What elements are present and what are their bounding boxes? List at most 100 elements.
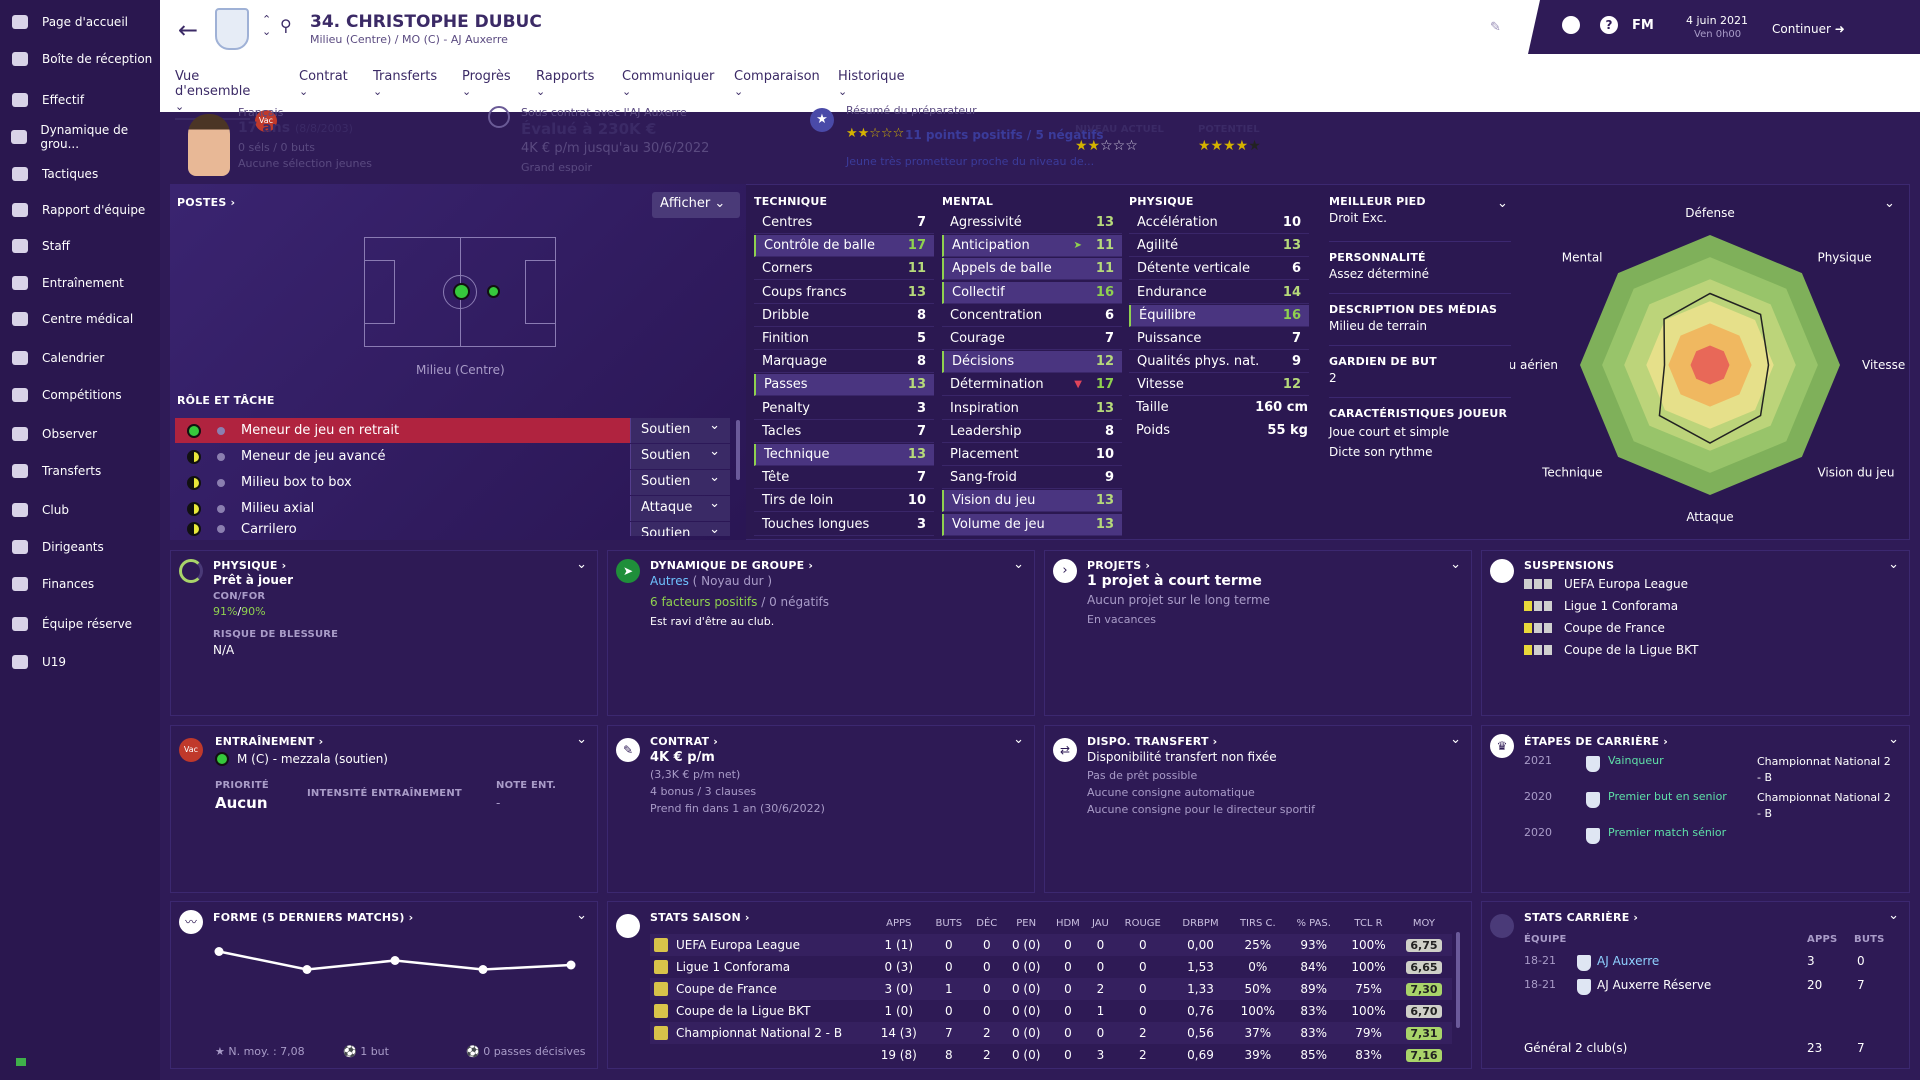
tab[interactable]: Communiquer: [622, 69, 714, 99]
tab[interactable]: Historique: [838, 69, 905, 99]
attribute-row[interactable]: Endurance 14: [1129, 282, 1309, 304]
duty-dropdown[interactable]: Soutien: [630, 418, 730, 443]
expand-icon[interactable]: ⌄: [576, 908, 587, 923]
attribute-row[interactable]: Collectif 16: [942, 281, 1122, 304]
career-title[interactable]: ÉTAPES DE CARRIÈRE ›: [1524, 735, 1668, 748]
attribute-row[interactable]: Vitesse 12: [1129, 374, 1309, 397]
attribute-row[interactable]: Corners 11: [754, 258, 934, 281]
expand-icon[interactable]: ⌄: [1888, 557, 1899, 572]
roles-scrollbar[interactable]: [736, 420, 740, 480]
expand-icon[interactable]: ⌄: [1888, 732, 1899, 747]
nav-item[interactable]: Effectif: [0, 84, 160, 116]
form-point[interactable]: [214, 947, 224, 956]
attribute-row[interactable]: Finition 5: [754, 328, 934, 350]
attribute-row[interactable]: Penalty 3: [754, 398, 934, 420]
attribute-row[interactable]: Détente verticale 6: [1129, 258, 1309, 281]
role-row[interactable]: Meneur de jeu avancé Soutien: [175, 444, 730, 469]
attribute-row[interactable]: Inspiration 13: [942, 398, 1122, 420]
column-header[interactable]: APPS: [886, 917, 912, 929]
column-header[interactable]: BUTS: [935, 917, 963, 929]
attribute-row[interactable]: Touches longues 3: [754, 514, 934, 536]
attribute-row[interactable]: Accélération 10: [1129, 212, 1309, 234]
duty-dropdown[interactable]: Soutien: [630, 444, 730, 469]
attribute-row[interactable]: Placement 10: [942, 444, 1122, 466]
back-arrow-icon[interactable]: ←: [178, 16, 199, 44]
column-header[interactable]: PEN: [1016, 917, 1037, 929]
form-point[interactable]: [478, 965, 488, 974]
attribute-row[interactable]: Centres 7: [754, 212, 934, 234]
attribute-row[interactable]: Dribble 8: [754, 305, 934, 327]
expand-icon[interactable]: ⌄: [1888, 908, 1899, 923]
attribute-row[interactable]: Agilité 13: [1129, 235, 1309, 258]
tab[interactable]: Contrat: [299, 69, 348, 99]
tab[interactable]: Comparaison: [734, 69, 820, 99]
nav-item[interactable]: Centre médical: [0, 303, 160, 335]
form-point[interactable]: [566, 960, 576, 970]
group-name[interactable]: Autres: [650, 574, 689, 588]
duty-dropdown[interactable]: Soutien: [630, 470, 730, 495]
table-row[interactable]: 19 (8) 8 2 0 (0) 0 3 2 0,69 39% 85% 83% 7,16: [650, 1044, 1452, 1066]
nav-item[interactable]: Rapport d'équipe: [0, 194, 160, 226]
attribute-row[interactable]: Détermination ▼ 17: [942, 374, 1122, 397]
attribute-row[interactable]: Sang-froid 9: [942, 467, 1122, 490]
edit-icon[interactable]: ✎: [1490, 20, 1501, 35]
expand-icon[interactable]: ⌄: [1013, 557, 1024, 572]
tab[interactable]: Transferts: [373, 69, 437, 99]
role-row[interactable]: Milieu axial Attaque: [175, 496, 730, 521]
dynamics-title[interactable]: DYNAMIQUE DE GROUPE ›: [650, 559, 814, 572]
nav-item[interactable]: Finances: [0, 568, 160, 600]
column-header[interactable]: DRBPM: [1182, 917, 1219, 929]
info-icon[interactable]: [217, 426, 225, 435]
continue-button[interactable]: Continuer ➜: [1772, 22, 1845, 36]
attribute-row[interactable]: Coups francs 13: [754, 282, 934, 304]
attribute-row[interactable]: Équilibre 16: [1129, 304, 1309, 327]
tab[interactable]: Rapports: [536, 69, 594, 99]
table-row[interactable]: UEFA Europa League 1 (1) 0 0 0 (0) 0 0 0 0,00 25%…: [650, 934, 1452, 956]
physical-title[interactable]: PHYSIQUE ›: [213, 559, 287, 572]
form-point[interactable]: [390, 956, 400, 965]
table-row[interactable]: Championnat National 2 - B 14 (3) 7 2 0 (0) 0…: [650, 1022, 1452, 1044]
search-icon[interactable]: ⚲: [280, 16, 292, 35]
coach-text[interactable]: Jeune très prometteur proche du niveau d…: [846, 155, 1095, 168]
expand-icon[interactable]: ⌄: [1013, 732, 1024, 747]
attribute-row[interactable]: Qualités phys. nat. 9: [1129, 351, 1309, 374]
attribute-row[interactable]: Puissance 7: [1129, 328, 1309, 350]
positive-factors[interactable]: 6 facteurs positifs: [650, 595, 758, 609]
expand-icon[interactable]: ⌄: [1450, 732, 1461, 747]
nav-item[interactable]: Club: [0, 494, 160, 526]
nav-item[interactable]: Dirigeants: [0, 531, 160, 563]
nav-item[interactable]: Staff: [0, 230, 160, 262]
career-milestone[interactable]: Premier but en senior: [1608, 790, 1727, 803]
table-row[interactable]: Coupe de la Ligue BKT 1 (0) 0 0 0 (0) 0 1 0 0,76…: [650, 1000, 1452, 1022]
nav-item[interactable]: Boîte de réception: [0, 43, 160, 75]
attribute-row[interactable]: Vision du jeu 13: [942, 490, 1122, 513]
attribute-row[interactable]: Tirs de loin 10: [754, 490, 934, 513]
column-header[interactable]: TCL R: [1354, 917, 1383, 929]
attribute-row[interactable]: Concentration 6: [942, 305, 1122, 327]
column-header[interactable]: JAU: [1091, 917, 1109, 929]
prev-next-icon[interactable]: ⌃ ⌄: [262, 13, 272, 38]
positions-title[interactable]: POSTES ›: [177, 196, 236, 209]
nav-item[interactable]: U19: [0, 646, 160, 678]
attribute-row[interactable]: Appels de balle 11: [942, 258, 1122, 281]
transfer-title[interactable]: DISPO. TRANSFERT ›: [1087, 735, 1218, 748]
form-title[interactable]: FORME (5 DERNIERS MATCHS) ›: [213, 911, 414, 924]
nav-item[interactable]: Tactiques: [0, 158, 160, 190]
fm-logo[interactable]: FM: [1632, 18, 1654, 33]
attribute-row[interactable]: Passes 13: [754, 374, 934, 397]
expand-icon[interactable]: ⌄: [576, 557, 587, 572]
attribute-row[interactable]: Tacles 7: [754, 421, 934, 443]
duty-dropdown[interactable]: Attaque: [630, 496, 730, 521]
attribute-row[interactable]: Leadership 8: [942, 421, 1122, 443]
nav-item[interactable]: Transferts: [0, 455, 160, 487]
attribute-row[interactable]: Courage 7: [942, 328, 1122, 350]
career-milestone[interactable]: Premier match sénior: [1608, 826, 1727, 839]
nav-item[interactable]: Équipe réserve: [0, 608, 160, 640]
expand-icon[interactable]: ⌄: [576, 732, 587, 747]
attribute-row[interactable]: Contrôle de balle 17: [754, 235, 934, 258]
nav-item[interactable]: Page d'accueil: [0, 6, 160, 38]
career-club[interactable]: AJ Auxerre Réserve: [1597, 978, 1712, 992]
season-stats-title[interactable]: STATS SAISON ›: [650, 911, 750, 924]
radar-expand-icon[interactable]: ⌄: [1884, 196, 1895, 211]
role-row[interactable]: Carrilero Soutien: [175, 522, 730, 536]
